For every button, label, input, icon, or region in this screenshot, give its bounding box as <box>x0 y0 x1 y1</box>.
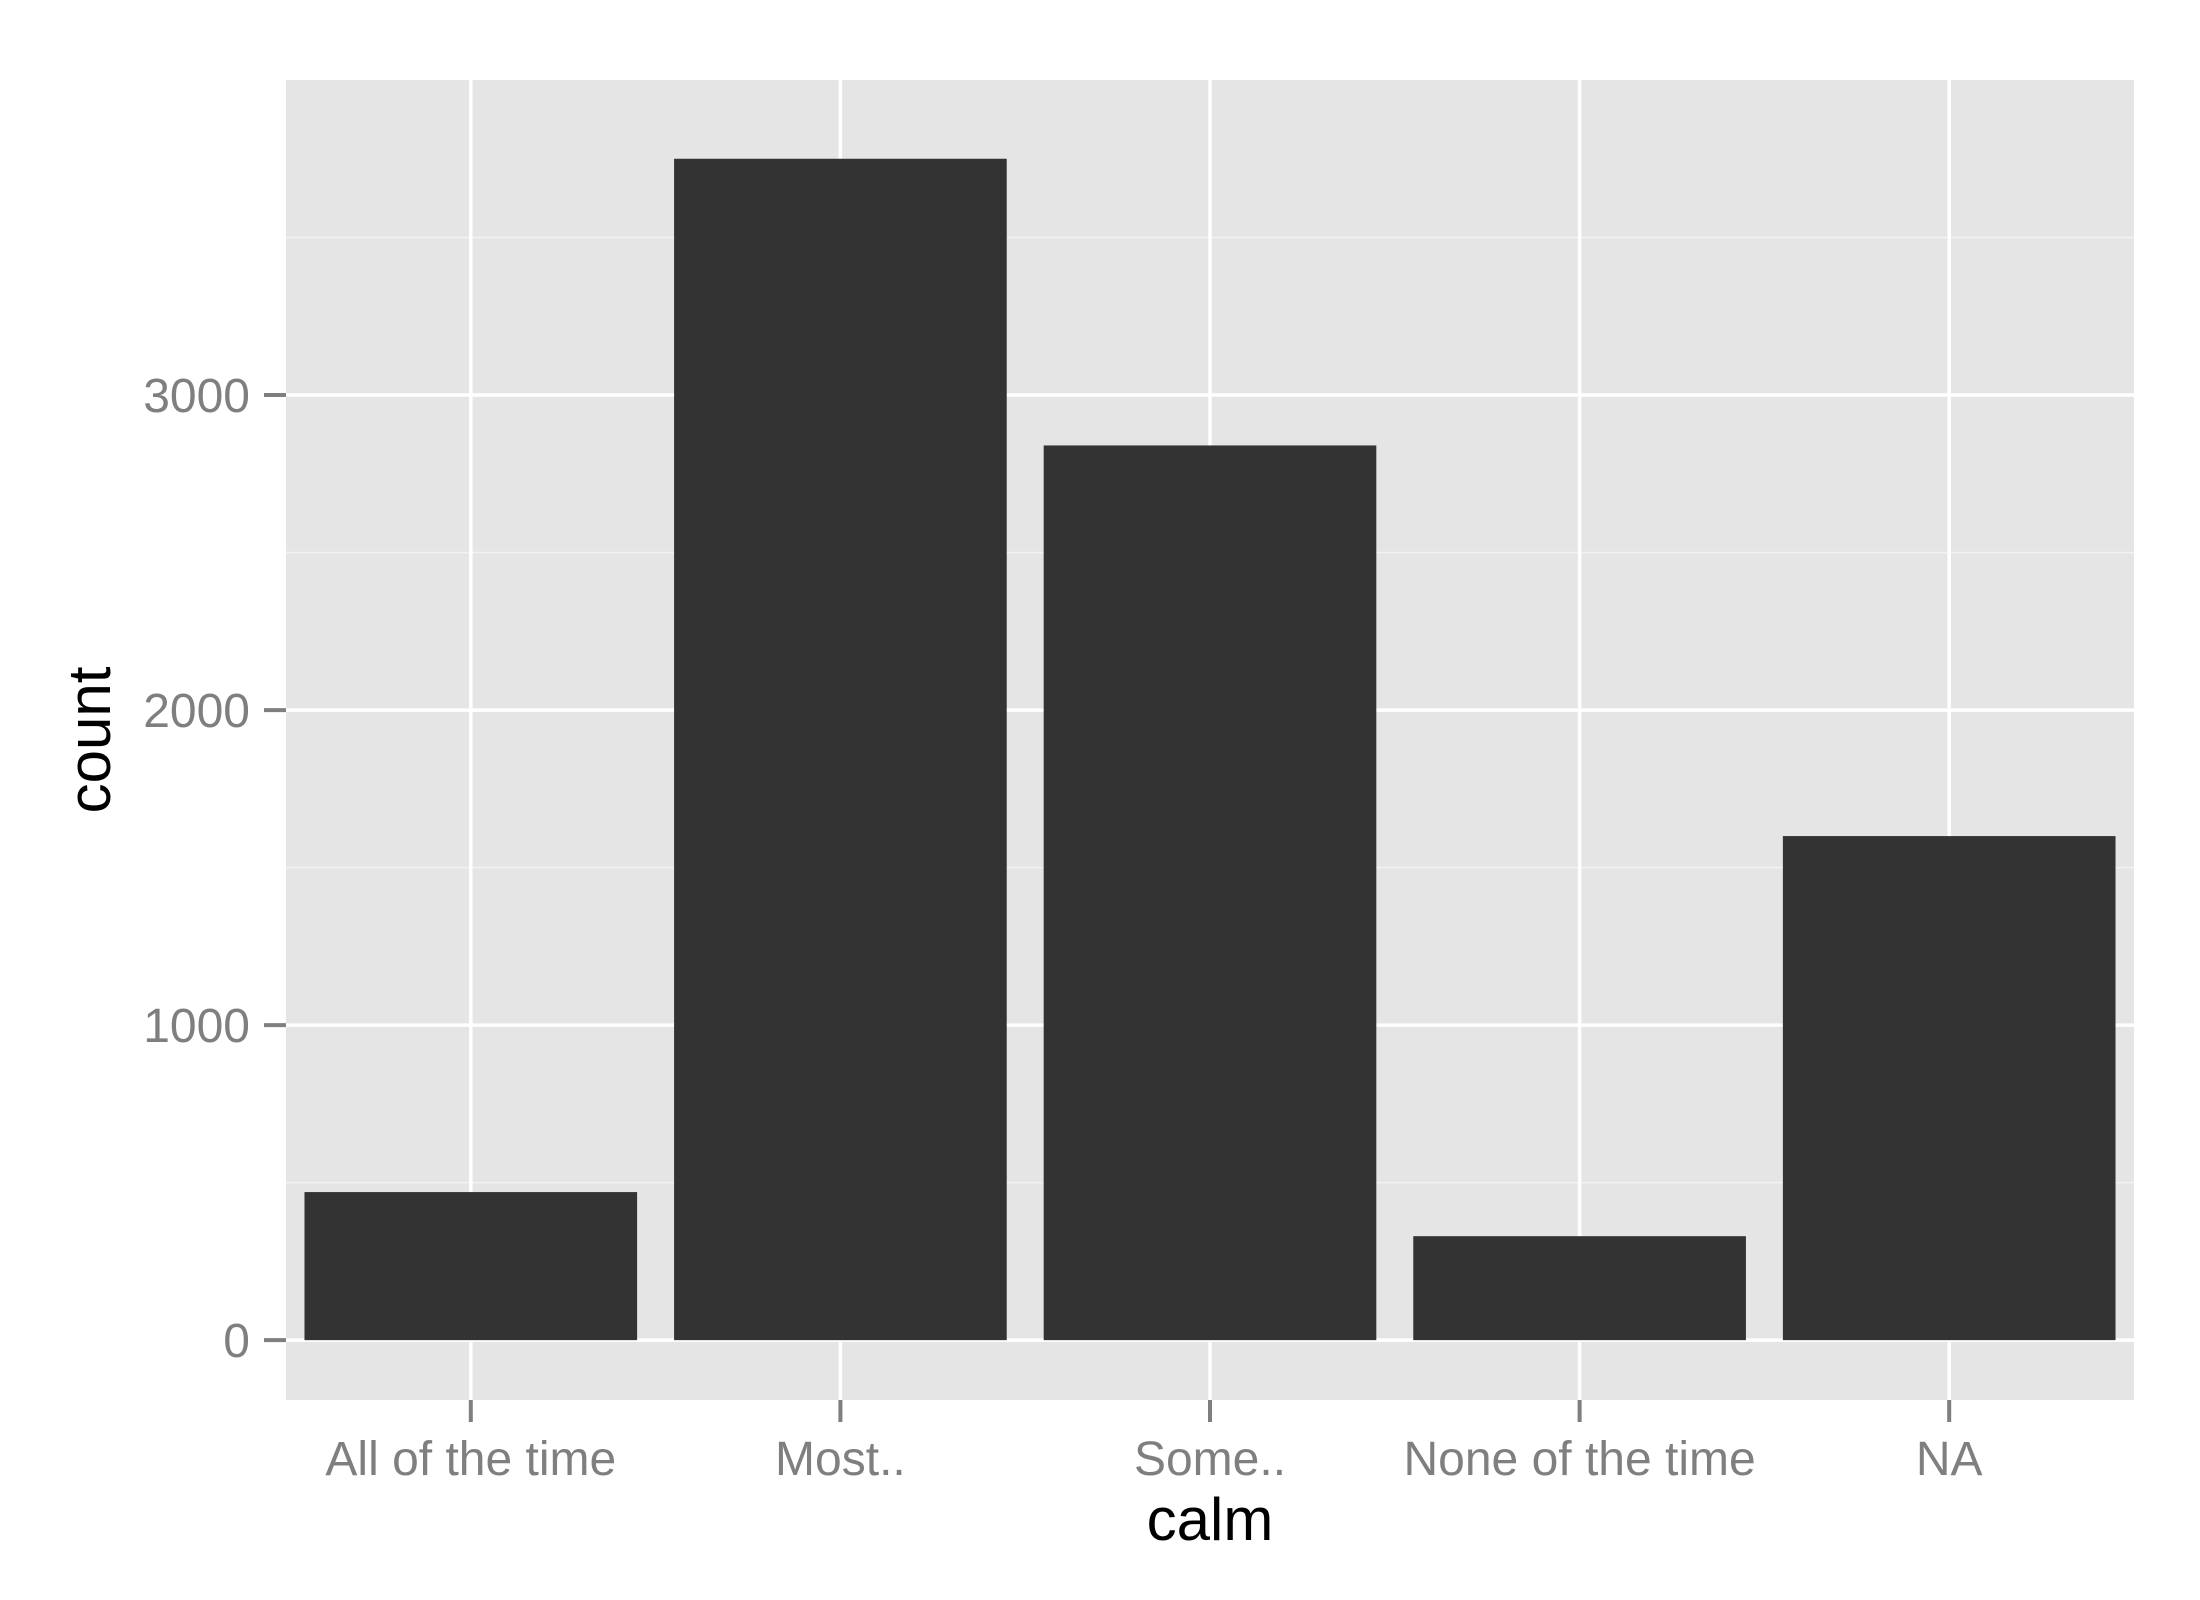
y-tick-label: 3000 <box>143 370 250 423</box>
x-tick-label: Some.. <box>1134 1433 1286 1486</box>
bar <box>1413 1236 1746 1341</box>
y-axis: 0 1000 2000 3000 <box>143 370 286 1368</box>
y-tick-label: 2000 <box>143 685 250 738</box>
x-axis-title: calm <box>1147 1486 1274 1553</box>
x-tick-label: Most.. <box>775 1433 906 1486</box>
x-tick-label: All of the time <box>325 1433 616 1486</box>
y-tick-label: 1000 <box>143 1000 250 1053</box>
bars <box>304 158 2116 1341</box>
x-tick-label: NA <box>1916 1433 1983 1486</box>
bar <box>1043 445 1377 1341</box>
x-tick-label: None of the time <box>1403 1433 1755 1486</box>
bar <box>674 158 1007 1341</box>
bar <box>304 1192 638 1341</box>
x-axis: All of the time Most.. Some.. None of the t… <box>325 1400 1983 1486</box>
bar <box>1782 836 2116 1341</box>
y-tick-label: 0 <box>223 1315 250 1368</box>
y-axis-title: count <box>56 666 123 813</box>
